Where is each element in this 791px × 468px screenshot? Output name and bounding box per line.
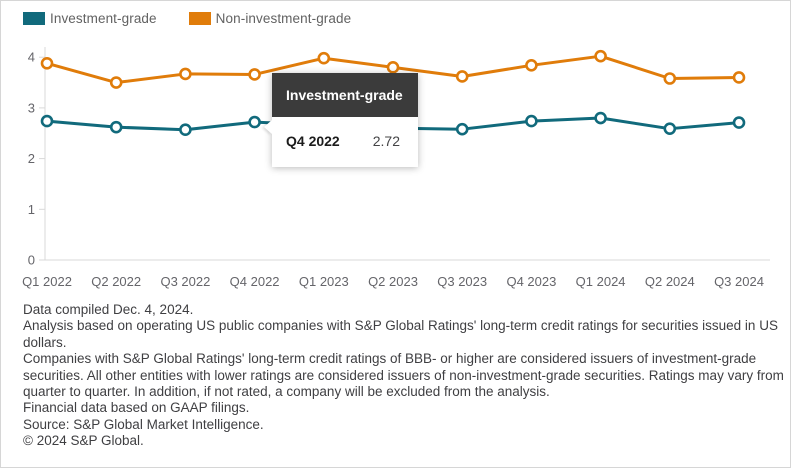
footnote-line: Companies with S&P Global Ratings' long-… bbox=[23, 351, 784, 400]
data-point[interactable] bbox=[594, 111, 607, 125]
x-axis-label: Q3 2024 bbox=[714, 274, 764, 289]
tooltip-caret bbox=[264, 120, 272, 134]
data-point[interactable] bbox=[732, 116, 746, 129]
data-point[interactable] bbox=[248, 115, 261, 129]
data-point[interactable] bbox=[455, 122, 469, 136]
x-axis-label: Q3 2022 bbox=[160, 274, 210, 289]
data-point[interactable] bbox=[732, 71, 746, 84]
data-point[interactable] bbox=[455, 70, 469, 83]
non-investment-grade-swatch-icon bbox=[188, 12, 211, 25]
investment-grade-swatch-icon bbox=[23, 12, 45, 25]
x-axis-label: Q1 2022 bbox=[22, 274, 72, 289]
x-axis-label: Q2 2023 bbox=[368, 274, 418, 289]
tooltip-value: 2.72 bbox=[372, 133, 400, 149]
x-axis-label: Q2 2022 bbox=[91, 274, 141, 289]
data-point[interactable] bbox=[663, 72, 677, 85]
footnote-line: © 2024 S&P Global. bbox=[23, 433, 144, 449]
data-point[interactable] bbox=[317, 51, 331, 65]
data-point[interactable] bbox=[525, 114, 538, 128]
data-point[interactable] bbox=[594, 49, 607, 63]
x-axis-label: Q4 2022 bbox=[230, 274, 280, 289]
line-chart[interactable]: 0 1 2 3 4 Q1 2022 Q2 2022 Q3 2022 Q4 2022 Q1 2023… bbox=[1, 39, 791, 299]
data-point[interactable] bbox=[386, 61, 400, 74]
data-point[interactable] bbox=[179, 123, 192, 137]
data-point[interactable] bbox=[109, 120, 123, 134]
y-axis-label: 0 bbox=[28, 253, 35, 268]
legend-label: Non-investment-grade bbox=[215, 11, 352, 26]
footnote-line: Financial data based on GAAP filings. bbox=[23, 400, 250, 416]
y-axis-label: 2 bbox=[28, 151, 35, 166]
data-point[interactable] bbox=[40, 56, 54, 70]
x-axis-label: Q3 2023 bbox=[437, 274, 487, 289]
x-axis-label: Q4 2023 bbox=[506, 274, 556, 289]
x-axis-label: Q2 2024 bbox=[645, 274, 695, 289]
legend-item-investment-grade[interactable]: Investment-grade bbox=[23, 11, 157, 26]
data-point[interactable] bbox=[179, 67, 192, 81]
chart-legend: Investment-grade Non-investment-grade bbox=[23, 11, 351, 26]
y-axis-label: 1 bbox=[28, 202, 35, 217]
chart-footnotes: Data compiled Dec. 4, 2024. Analysis base… bbox=[23, 302, 785, 450]
footnote-line: Data compiled Dec. 4, 2024. bbox=[23, 302, 194, 317]
data-point[interactable] bbox=[248, 68, 261, 81]
data-point[interactable] bbox=[663, 122, 677, 135]
footnote-line: Analysis based on operating US public co… bbox=[23, 318, 778, 350]
y-axis-label: 3 bbox=[28, 100, 35, 115]
tooltip-category: Q4 2022 bbox=[286, 133, 340, 149]
data-point[interactable] bbox=[525, 59, 538, 72]
x-axis-label: Q1 2023 bbox=[299, 274, 349, 289]
chart-tooltip: Investment-grade Q4 2022 2.72 bbox=[264, 73, 418, 167]
footnote-line: Source: S&P Global Market Intelligence. bbox=[23, 416, 264, 432]
y-axis-label: 4 bbox=[28, 50, 35, 65]
data-point[interactable] bbox=[40, 114, 54, 128]
data-point[interactable] bbox=[109, 76, 123, 89]
tooltip-series-title: Investment-grade bbox=[272, 73, 418, 117]
legend-item-non-investment-grade[interactable]: Non-investment-grade bbox=[188, 11, 352, 26]
legend-label: Investment-grade bbox=[50, 11, 157, 26]
x-axis-label: Q1 2024 bbox=[576, 274, 626, 289]
